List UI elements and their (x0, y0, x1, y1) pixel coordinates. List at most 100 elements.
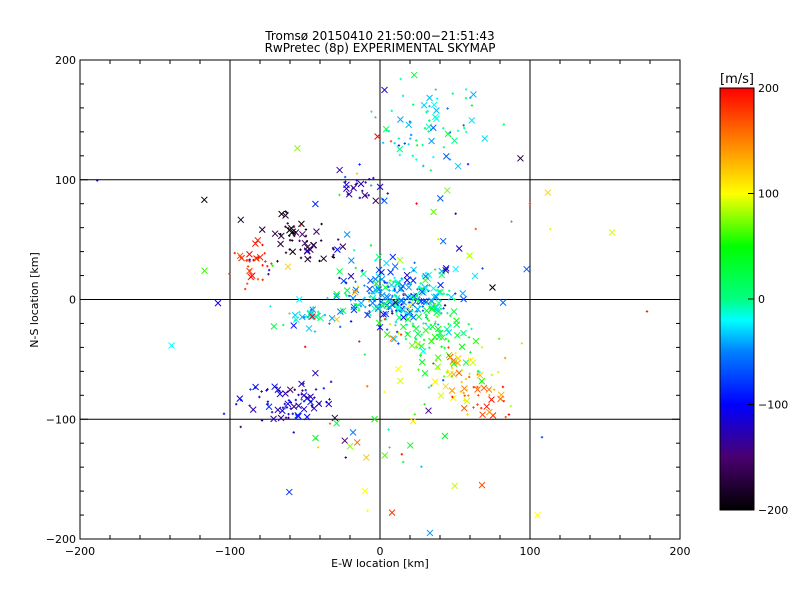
data-point-x (271, 230, 279, 238)
y-tick-label: 0 (69, 294, 76, 307)
data-point-plus (261, 243, 264, 247)
data-point-plus (312, 306, 315, 309)
data-point-plus (420, 333, 423, 336)
data-point-plus (246, 282, 249, 285)
data-point-plus (260, 419, 264, 422)
data-point-plus (388, 289, 391, 292)
data-point-plus (429, 169, 433, 172)
data-point-x (418, 358, 426, 366)
data-point-plus (331, 246, 335, 250)
data-point-x (333, 316, 341, 323)
data-point-x (363, 454, 370, 461)
data-point-x (294, 145, 301, 152)
data-points (96, 71, 649, 537)
chart-subtitle: RwPretec (8p) EXPERIMENTAL SKYMAP (265, 41, 496, 55)
data-point-x (394, 280, 401, 288)
data-point-plus (328, 322, 331, 325)
data-point-plus (424, 271, 428, 275)
data-point-x (451, 482, 459, 490)
data-point-plus (434, 88, 437, 91)
data-point-plus (433, 268, 437, 271)
data-point-x (366, 285, 374, 293)
data-point-plus (313, 396, 316, 399)
data-point-plus (472, 385, 475, 389)
data-point-plus (285, 406, 289, 409)
data-point-plus (447, 322, 450, 326)
data-point-plus (470, 327, 473, 331)
data-point-plus (356, 284, 360, 288)
data-point-x (436, 195, 444, 202)
data-point-x (350, 306, 358, 314)
data-point-x (282, 390, 289, 397)
data-point-plus (270, 410, 274, 414)
data-point-plus (454, 292, 457, 295)
data-point-plus (388, 323, 392, 326)
data-point-x (431, 333, 439, 341)
data-point-plus (501, 385, 505, 389)
data-point-plus (293, 388, 296, 391)
data-point-plus (490, 373, 494, 377)
data-point-plus (378, 297, 381, 301)
data-point-x (444, 130, 452, 138)
data-point-x (472, 337, 480, 345)
data-point-plus (402, 305, 405, 309)
data-point-plus (419, 282, 422, 285)
data-point-plus (385, 281, 389, 285)
data-point-plus (355, 303, 358, 306)
data-point-x (246, 267, 253, 275)
data-point-plus (276, 260, 279, 263)
data-point-plus (432, 155, 435, 159)
y-tick-label: −100 (46, 413, 76, 426)
data-point-plus (361, 269, 364, 272)
x-tick-label: 200 (670, 545, 691, 558)
data-point-plus (464, 377, 468, 381)
data-point-x (331, 414, 339, 422)
data-point-plus (249, 388, 252, 391)
data-point-x (422, 272, 430, 280)
data-point-plus (269, 305, 272, 308)
data-point-plus (397, 137, 401, 140)
data-point-x (442, 266, 450, 274)
data-point-plus (328, 398, 331, 401)
data-point-plus (469, 96, 472, 99)
data-point-x (450, 394, 457, 402)
data-point-x (408, 342, 416, 349)
data-point-x (295, 402, 302, 410)
data-point-plus (391, 312, 394, 315)
data-point-plus (462, 124, 465, 127)
data-point-x (399, 307, 407, 314)
data-point-plus (411, 322, 415, 326)
data-point-plus (374, 116, 377, 119)
data-point-plus (454, 351, 457, 355)
data-point-plus (445, 293, 449, 296)
data-point-plus (420, 287, 424, 290)
data-point-x (265, 403, 273, 411)
data-point-x (418, 342, 425, 350)
data-point-x (304, 394, 311, 402)
data-point-plus (421, 143, 424, 147)
data-point-x (382, 125, 390, 133)
data-point-plus (412, 269, 415, 272)
data-point-plus (401, 460, 405, 464)
data-point-x (308, 313, 316, 320)
data-point-plus (406, 282, 410, 286)
data-point-plus (426, 109, 429, 113)
data-point-plus (347, 294, 351, 298)
data-point-plus (397, 144, 401, 147)
data-point-plus (411, 154, 415, 157)
data-point-x (347, 272, 355, 280)
data-point-plus (436, 323, 440, 326)
data-point-plus (437, 238, 440, 241)
data-point-plus (385, 328, 389, 331)
data-point-plus (305, 240, 308, 243)
data-point-x (201, 267, 208, 275)
data-point-plus (401, 94, 405, 98)
data-point-plus (388, 279, 392, 282)
data-point-plus (410, 309, 414, 313)
data-point-x (214, 299, 222, 307)
data-point-plus (298, 239, 301, 243)
data-point-plus (354, 280, 357, 283)
data-point-plus (338, 193, 341, 197)
data-point-plus (451, 395, 454, 399)
data-point-x (451, 137, 458, 144)
